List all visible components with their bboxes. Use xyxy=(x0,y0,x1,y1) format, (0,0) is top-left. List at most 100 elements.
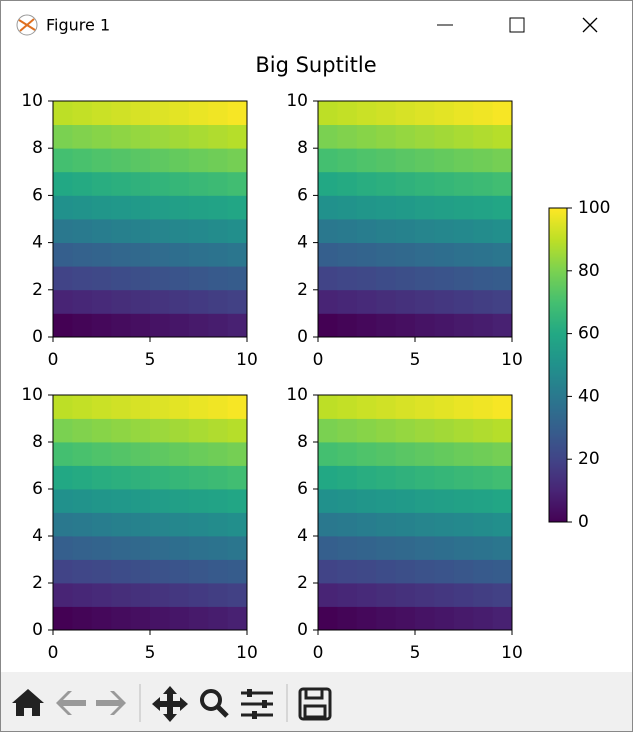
heatmap-cell xyxy=(111,395,131,419)
y-tick-label: 10 xyxy=(286,91,308,111)
heatmap-cell xyxy=(208,289,228,314)
colorbar-gradient xyxy=(549,236,567,239)
heatmap-cell xyxy=(473,171,493,196)
heatmap-cell xyxy=(395,536,416,560)
configure-button[interactable] xyxy=(241,689,273,719)
heatmap-cell xyxy=(53,559,73,584)
heatmap-cell xyxy=(227,465,248,490)
heatmap-cell xyxy=(453,512,474,537)
heatmap-cell xyxy=(415,195,435,220)
heatmap-cell xyxy=(130,489,151,513)
forward-button[interactable] xyxy=(96,691,126,715)
heatmap-cell xyxy=(492,195,513,220)
colorbar-gradient xyxy=(549,314,567,317)
save-button[interactable] xyxy=(298,687,332,721)
heatmap-cell xyxy=(434,313,455,338)
heatmap-cell xyxy=(453,536,474,560)
heatmap-cell xyxy=(150,171,170,196)
heatmap-cell xyxy=(72,512,93,537)
colorbar-gradient xyxy=(549,238,567,241)
heatmap-cell xyxy=(111,148,131,173)
heatmap-cell xyxy=(492,606,513,631)
colorbar-gradient xyxy=(549,216,567,219)
heatmap-cell xyxy=(415,242,435,267)
heatmap-cell xyxy=(434,124,455,149)
y-tick-label: 8 xyxy=(297,138,308,158)
heatmap-cell xyxy=(130,101,151,125)
heatmap-cell xyxy=(208,242,228,267)
heatmap-cell xyxy=(91,418,112,443)
colorbar-gradient xyxy=(549,332,567,335)
heatmap-cell xyxy=(150,289,170,314)
heatmap-cell xyxy=(91,101,112,125)
colorbar-gradient xyxy=(549,474,567,477)
colorbar-gradient xyxy=(549,342,567,345)
heatmap-cell xyxy=(434,442,455,466)
y-tick-label: 10 xyxy=(21,385,43,405)
heatmap-cell xyxy=(111,418,131,443)
heatmap-cell xyxy=(434,195,455,220)
heatmap-cell xyxy=(356,266,377,291)
heatmap-cell xyxy=(227,101,248,125)
heatmap-cell xyxy=(111,289,131,314)
heatmap-cell xyxy=(415,536,435,560)
heatmap-cell xyxy=(72,266,93,291)
heatmap-cell xyxy=(356,512,377,537)
heatmap-cell xyxy=(169,465,190,490)
back-button[interactable] xyxy=(56,691,86,715)
close-button[interactable] xyxy=(582,17,598,33)
heatmap-cell xyxy=(188,101,209,125)
heatmap-cell xyxy=(376,266,396,291)
colorbar-gradient xyxy=(549,426,567,429)
maximize-button[interactable] xyxy=(509,17,525,33)
colorbar-gradient xyxy=(549,440,567,443)
heatmap-cell xyxy=(53,124,73,149)
heatmap-cell xyxy=(395,465,416,490)
heatmap-cell xyxy=(227,242,248,267)
heatmap-cell xyxy=(492,489,513,513)
pan-button[interactable] xyxy=(152,686,188,722)
heatmap-cell xyxy=(111,124,131,149)
heatmap-cell xyxy=(453,195,474,220)
heatmap-cell xyxy=(150,124,170,149)
colorbar-gradient xyxy=(549,432,567,435)
colorbar-gradient xyxy=(549,466,567,469)
colorbar-gradient xyxy=(549,414,567,417)
heatmap-cell xyxy=(150,489,170,513)
heatmap-cell xyxy=(318,266,338,291)
heatmap-cell xyxy=(227,195,248,220)
heatmap-cell xyxy=(169,606,190,631)
heatmap-cell xyxy=(453,266,474,291)
heatmap-cell xyxy=(356,583,377,607)
heatmap-cell xyxy=(150,536,170,560)
colorbar-gradient xyxy=(549,378,567,381)
colorbar-gradient xyxy=(549,500,567,503)
heatmap-cell xyxy=(434,219,455,243)
zoom-button[interactable] xyxy=(200,689,229,718)
colorbar-gradient xyxy=(549,272,567,275)
colorbar-gradient xyxy=(549,512,567,515)
heatmap-cell xyxy=(473,289,493,314)
heatmap-cell xyxy=(111,536,131,560)
colorbar-gradient xyxy=(549,346,567,349)
heatmap-cell xyxy=(91,606,112,631)
heatmap-cell xyxy=(337,313,358,338)
colorbar-gradient xyxy=(549,442,567,445)
colorbar-gradient xyxy=(549,496,567,499)
heatmap-cell xyxy=(188,395,209,419)
colorbar-gradient xyxy=(549,240,567,243)
heatmap-cell xyxy=(376,313,396,338)
heatmap-cell xyxy=(169,219,190,243)
colorbar-gradient xyxy=(549,336,567,339)
heatmap-cell xyxy=(150,512,170,537)
heatmap-cell xyxy=(318,171,338,196)
heatmap-cell xyxy=(415,489,435,513)
heatmap-cell xyxy=(473,101,493,125)
heatmap-cell xyxy=(492,242,513,267)
colorbar-gradient xyxy=(549,386,567,389)
home-button[interactable] xyxy=(12,689,44,716)
heatmap-cell xyxy=(318,442,338,466)
heatmap-cell xyxy=(188,266,209,291)
colorbar-gradient xyxy=(549,290,567,293)
heatmap-cell xyxy=(376,442,396,466)
